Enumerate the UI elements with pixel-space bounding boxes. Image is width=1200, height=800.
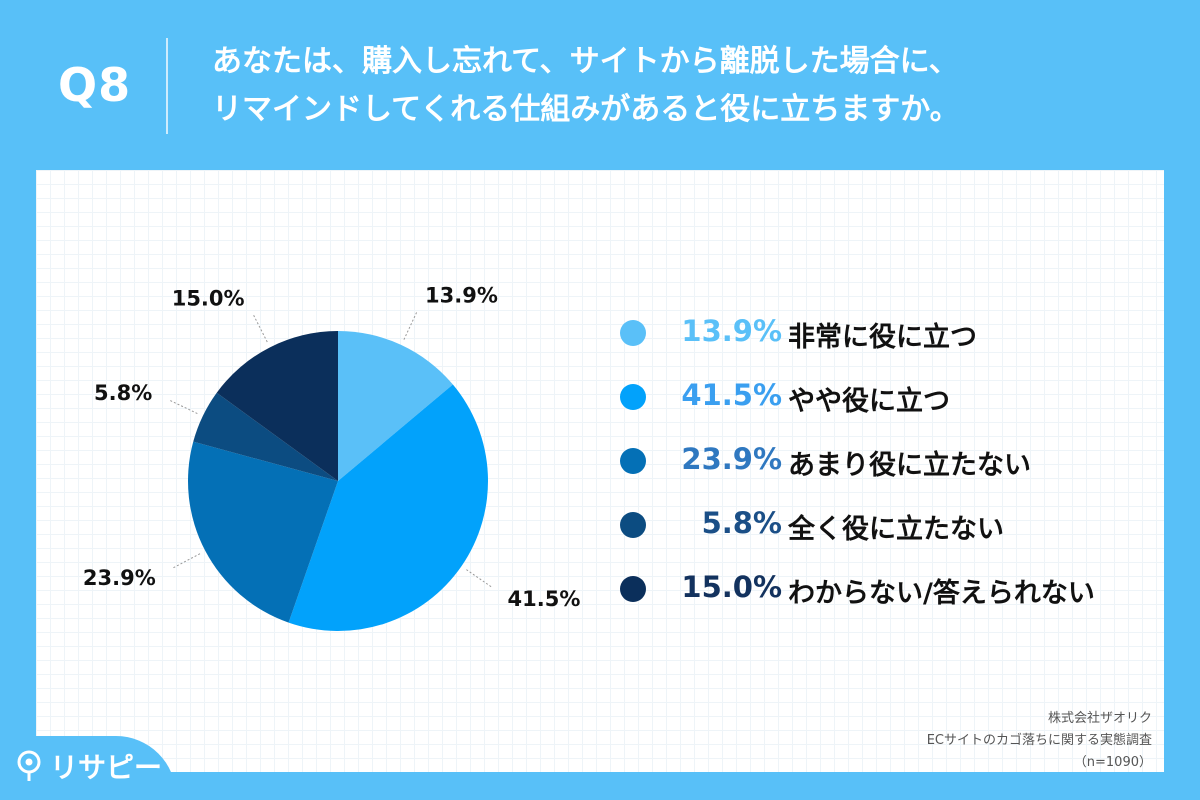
source-note: 株式会社ザオリク ECサイトのカゴ落ちに関する実態調査 （n=1090） — [927, 708, 1152, 774]
logo-tab — [0, 736, 176, 800]
leader-line — [466, 569, 494, 589]
pin-icon — [17, 750, 41, 781]
pie-slice — [193, 392, 338, 481]
legend-value: 15.0% — [681, 570, 782, 604]
legend-item: 13.9% 非常に役に立つ — [620, 310, 1160, 374]
legend-value: 5.8% — [701, 506, 782, 540]
legend-item: 23.9% あまり役に立たない — [620, 438, 1160, 502]
pie-slice — [288, 384, 488, 631]
legend-label: やや役に立つ — [788, 386, 950, 417]
pie-slice — [188, 441, 338, 623]
legend-item: 15.0% わからない/答えられない — [620, 566, 1160, 630]
leader-line — [403, 310, 418, 340]
question-text: あなたは、購入し忘れて、サイトから離脱した場合に、 リマインドしてくれる仕組みが… — [212, 38, 1172, 134]
legend-dot — [620, 320, 646, 346]
legend-dot — [620, 576, 646, 602]
legend-item: 5.8% 全く役に立たない — [620, 502, 1160, 566]
sample-size: （n=1090） — [1073, 755, 1152, 770]
pie-slices — [188, 331, 488, 631]
legend-value: 41.5% — [681, 378, 782, 412]
question-line-1: あなたは、購入し忘れて、サイトから離脱した場合に、 — [212, 44, 959, 79]
question-number: Q8 — [58, 58, 132, 112]
pie-data-label: 5.8% — [94, 381, 152, 405]
divider — [166, 38, 168, 134]
legend-value: 13.9% — [681, 314, 782, 348]
pie-data-label: 23.9% — [83, 566, 156, 590]
legend-dot — [620, 512, 646, 538]
legend-label: 全く役に立たない — [788, 514, 1004, 545]
leader-line — [252, 313, 268, 343]
legend-value: 23.9% — [681, 442, 782, 476]
company-name: 株式会社ザオリク — [1047, 711, 1152, 726]
pie-data-label: 41.5% — [508, 587, 581, 611]
legend-label: あまり役に立たない — [788, 450, 1031, 481]
survey-name: ECサイトのカゴ落ちに関する実態調査 — [926, 733, 1152, 748]
legend: 13.9% 非常に役に立つ 41.5% やや役に立つ 23.9% あまり役に立た… — [620, 310, 1160, 630]
pie-labels: 13.9% 41.5% 23.9% 5.8% 15.0% — [83, 283, 581, 611]
pie-data-label: 13.9% — [425, 283, 498, 307]
legend-dot — [620, 448, 646, 474]
pie-slice — [216, 331, 338, 481]
leader-line — [171, 553, 201, 570]
legend-label: わからない/答えられない — [788, 578, 1095, 609]
legend-label: 非常に役に立つ — [788, 322, 977, 353]
legend-dot — [620, 384, 646, 410]
leader-lines — [168, 310, 494, 589]
pie-slice — [338, 331, 453, 481]
question-line-2: リマインドしてくれる仕組みがあると役に立ちますか。 — [212, 92, 960, 127]
logo-text: リサピー — [50, 751, 163, 784]
pie-data-label: 15.0% — [172, 286, 245, 310]
leader-line — [168, 399, 198, 414]
legend-item: 41.5% やや役に立つ — [620, 374, 1160, 438]
logo: リサピー — [14, 746, 162, 786]
header: Q8 あなたは、購入し忘れて、サイトから離脱した場合に、 リマインドしてくれる仕… — [0, 0, 1200, 170]
